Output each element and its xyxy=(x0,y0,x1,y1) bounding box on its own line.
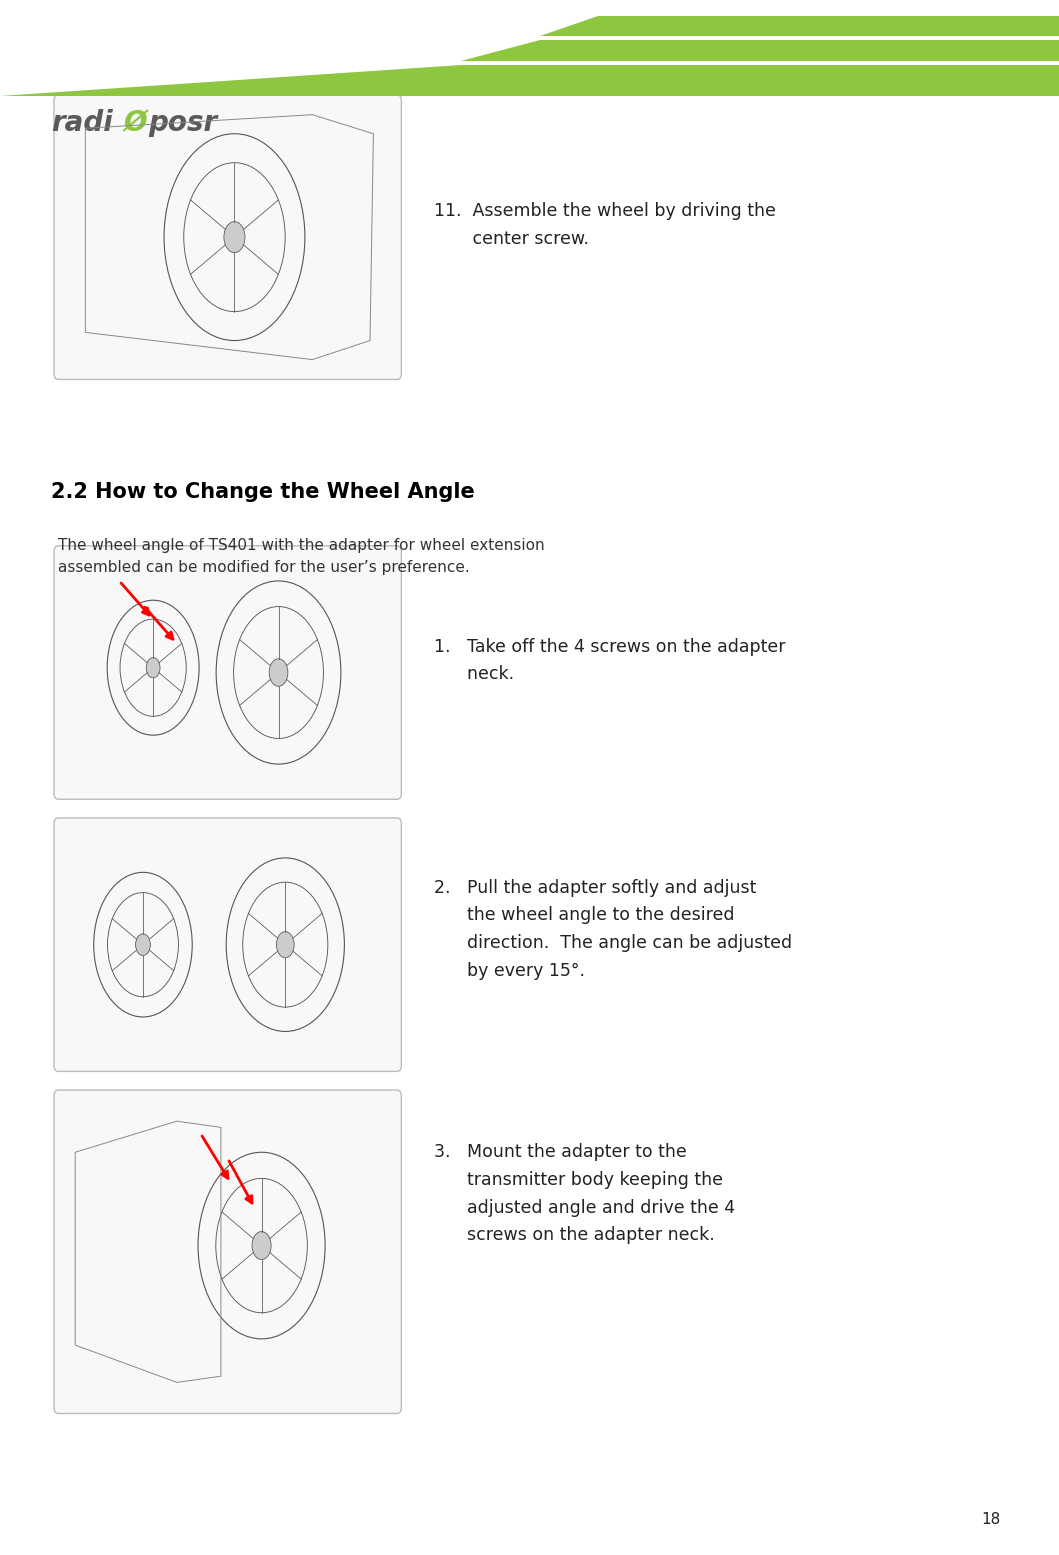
Text: radi: radi xyxy=(51,109,112,137)
FancyBboxPatch shape xyxy=(54,1090,401,1413)
Text: 1.   Take off the 4 screws on the adapter
      neck.: 1. Take off the 4 screws on the adapter … xyxy=(434,638,786,683)
Circle shape xyxy=(146,658,160,678)
Circle shape xyxy=(252,1232,271,1260)
Text: 11.  Assemble the wheel by driving the
       center screw.: 11. Assemble the wheel by driving the ce… xyxy=(434,202,776,247)
Text: 18: 18 xyxy=(982,1511,1001,1527)
Text: Ø: Ø xyxy=(123,109,146,137)
Text: 3.   Mount the adapter to the
      transmitter body keeping the
      adjusted : 3. Mount the adapter to the transmitter … xyxy=(434,1143,735,1244)
Polygon shape xyxy=(461,40,1059,61)
Text: 2.2 How to Change the Wheel Angle: 2.2 How to Change the Wheel Angle xyxy=(51,482,474,502)
Circle shape xyxy=(276,931,294,958)
FancyBboxPatch shape xyxy=(54,818,401,1071)
Polygon shape xyxy=(540,16,1059,36)
FancyBboxPatch shape xyxy=(54,546,401,799)
Text: posr: posr xyxy=(148,109,217,137)
Circle shape xyxy=(136,935,150,955)
FancyBboxPatch shape xyxy=(54,95,401,379)
Circle shape xyxy=(223,222,245,252)
Text: The wheel angle of TS401 with the adapter for wheel extension
assembled can be m: The wheel angle of TS401 with the adapte… xyxy=(58,538,545,575)
Text: 2.   Pull the adapter softly and adjust
      the wheel angle to the desired
   : 2. Pull the adapter softly and adjust th… xyxy=(434,879,792,980)
Polygon shape xyxy=(0,65,1059,96)
Circle shape xyxy=(269,659,288,686)
